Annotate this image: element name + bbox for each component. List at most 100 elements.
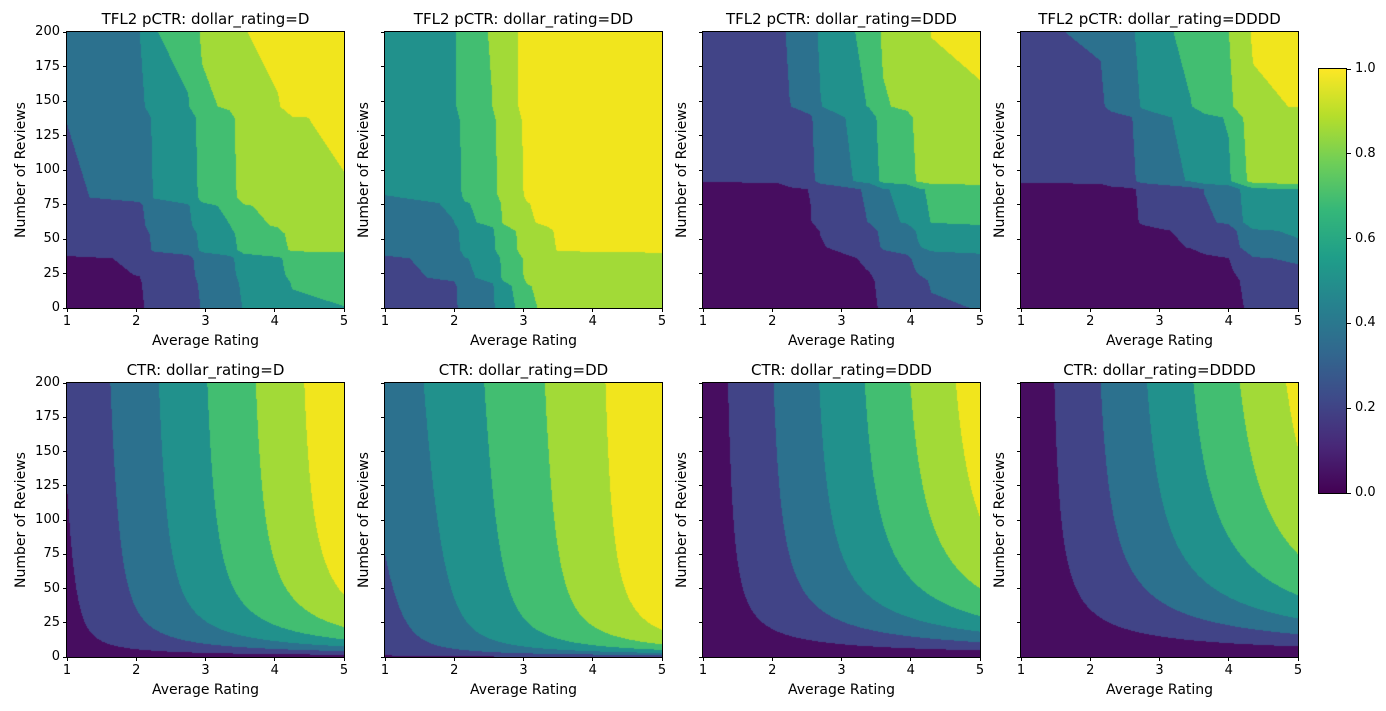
y-tick-mark (1017, 31, 1021, 33)
x-axis-label: Average Rating (1105, 682, 1214, 698)
x-tick-label: 1 (698, 314, 708, 329)
y-tick-label: 50 (43, 231, 60, 246)
x-tick-label: 3 (1155, 314, 1164, 329)
y-tick-label: 75 (43, 546, 60, 562)
x-tick-label: 2 (450, 663, 459, 678)
x-axis-label: Average Rating (469, 682, 578, 698)
y-tick-mark (699, 273, 703, 274)
x-tick-mark (1020, 657, 1022, 661)
y-tick-mark (1017, 588, 1021, 589)
x-tick-mark (1159, 657, 1160, 661)
colorbar-tick-mark (1346, 492, 1351, 494)
x-tick-mark (702, 657, 704, 661)
y-axis-label: Number of Reviews (13, 452, 29, 588)
plot-title: CTR: dollar_rating=DD (438, 361, 609, 379)
x-tick-label: 1 (62, 314, 72, 329)
x-tick-label: 4 (588, 314, 597, 329)
x-tick-label: 5 (657, 663, 667, 678)
axes-DDD-row1 (702, 382, 981, 658)
x-tick-mark (771, 308, 773, 312)
y-tick-mark (699, 238, 703, 240)
y-tick-label: 175 (35, 58, 60, 74)
y-axis-label: Number of Reviews (674, 452, 690, 588)
x-axis-label: Average Rating (151, 333, 260, 349)
x-axis-label: Average Rating (151, 682, 260, 698)
y-tick-mark (1017, 204, 1021, 205)
x-tick-mark (1297, 657, 1299, 661)
x-tick-mark (343, 308, 345, 312)
x-tick-label: 5 (657, 314, 667, 329)
y-tick-mark (699, 622, 703, 624)
y-axis-label: Number of Reviews (992, 102, 1008, 238)
y-tick-label: 150 (35, 443, 60, 459)
x-tick-label: 2 (1086, 663, 1095, 678)
y-tick-mark (381, 238, 385, 240)
x-tick-label: 4 (1224, 314, 1233, 329)
y-tick-mark (1017, 519, 1021, 521)
colorbar-tick-label: 0.6 (1355, 230, 1376, 246)
y-tick-mark (699, 66, 703, 67)
y-axis-label: Number of Reviews (356, 102, 372, 238)
y-tick-mark (699, 588, 703, 589)
y-tick-mark (63, 451, 67, 452)
y-tick-mark (1017, 273, 1021, 274)
x-tick-label: 5 (1293, 663, 1303, 678)
x-tick-mark (702, 308, 704, 312)
x-tick-mark (523, 308, 524, 312)
x-tick-mark (274, 657, 276, 661)
x-tick-label: 1 (1016, 663, 1026, 678)
y-tick-label: 125 (35, 127, 60, 143)
y-tick-mark (63, 135, 67, 136)
y-tick-mark (381, 519, 385, 521)
y-tick-label: 25 (43, 614, 60, 630)
contour-canvas (1021, 32, 1298, 308)
colorbar-tick-mark (1346, 68, 1351, 70)
y-tick-mark (1017, 622, 1021, 624)
y-tick-mark (1017, 656, 1021, 658)
x-tick-mark (384, 657, 386, 661)
x-tick-label: 4 (270, 314, 279, 329)
y-tick-mark (63, 656, 67, 658)
y-tick-label: 75 (43, 196, 60, 212)
colorbar-tick-mark (1346, 153, 1351, 155)
x-tick-label: 3 (201, 663, 210, 678)
x-tick-mark (910, 308, 912, 312)
x-tick-mark (66, 657, 68, 661)
x-tick-label: 2 (768, 314, 777, 329)
y-tick-mark (699, 135, 703, 136)
x-tick-mark (135, 308, 137, 312)
x-tick-label: 2 (132, 314, 141, 329)
y-tick-label: 100 (35, 512, 60, 527)
x-tick-mark (1159, 308, 1160, 312)
y-tick-label: 175 (35, 409, 60, 425)
y-tick-mark (1017, 382, 1021, 384)
x-tick-label: 5 (975, 314, 985, 329)
y-tick-mark (63, 66, 67, 67)
x-tick-label: 1 (698, 663, 708, 678)
y-tick-mark (63, 204, 67, 205)
x-tick-label: 1 (380, 314, 390, 329)
y-tick-mark (1017, 485, 1021, 487)
x-tick-label: 2 (132, 663, 141, 678)
axes-D-row1 (66, 382, 345, 658)
x-tick-mark (453, 308, 455, 312)
y-tick-mark (63, 553, 67, 555)
x-tick-label: 3 (519, 663, 528, 678)
y-tick-mark (381, 382, 385, 384)
contour-canvas (67, 32, 344, 308)
x-tick-label: 5 (1293, 314, 1303, 329)
x-tick-label: 4 (1224, 663, 1233, 678)
axes-DDD-row0 (702, 31, 981, 309)
y-tick-mark (381, 273, 385, 274)
x-tick-mark (1297, 308, 1299, 312)
x-tick-mark (841, 308, 842, 312)
x-axis-label: Average Rating (469, 333, 578, 349)
x-tick-label: 3 (1155, 663, 1164, 678)
y-tick-mark (1017, 169, 1021, 171)
x-tick-label: 4 (270, 663, 279, 678)
y-tick-mark (381, 656, 385, 658)
axes-D-row0 (66, 31, 345, 309)
y-tick-mark (63, 588, 67, 589)
x-tick-mark (979, 308, 981, 312)
